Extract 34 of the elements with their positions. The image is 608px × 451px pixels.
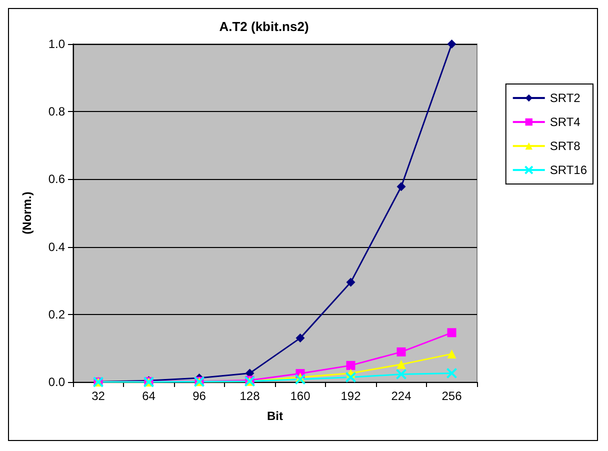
legend-label: SRT4 (550, 115, 581, 129)
chart-title: A.T2 (kbit.ns2) (219, 19, 309, 34)
x-tick-label: 64 (142, 389, 156, 403)
point (447, 40, 456, 48)
x-tick-label: 128 (240, 389, 260, 403)
x-tick-label: 224 (391, 389, 412, 403)
x-tick-label: 32 (92, 389, 106, 403)
x-tick-label: 192 (340, 389, 362, 403)
x-axis-title: Bit (267, 409, 283, 423)
point (346, 360, 356, 370)
y-tick-label: 0.2 (48, 307, 66, 322)
y-axis-title: (Norm.) (20, 192, 34, 234)
point (446, 368, 458, 379)
point (346, 278, 356, 287)
point (447, 349, 456, 358)
point (396, 368, 407, 380)
legend-label: SRT16 (550, 163, 588, 177)
y-tick-label: 1.0 (48, 37, 66, 51)
point (296, 334, 305, 343)
point (396, 347, 406, 356)
x-tick-label: 160 (290, 389, 311, 403)
y-tick-label: 0.4 (48, 240, 66, 254)
point (294, 374, 306, 385)
y-tick-label: 0.0 (48, 375, 66, 389)
x-tick-label: 256 (442, 389, 462, 403)
legend-label: SRT8 (550, 139, 581, 153)
y-tick-label: 0.8 (48, 104, 66, 119)
legend-label: SRT2 (550, 91, 581, 105)
point (396, 360, 406, 369)
point (447, 328, 456, 338)
point (345, 372, 356, 383)
point (396, 182, 406, 192)
x-tick-label: 96 (192, 389, 206, 403)
y-tick-label: 0.6 (48, 172, 66, 186)
